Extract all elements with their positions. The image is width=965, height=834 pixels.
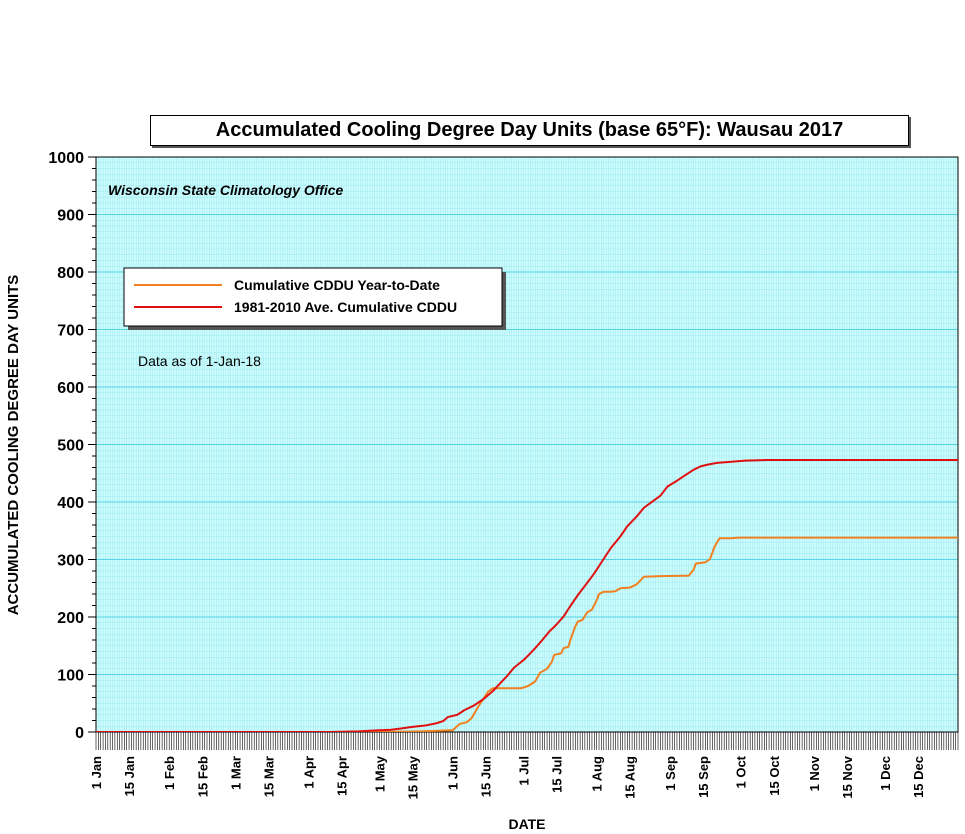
x-tick-label: 1 Dec xyxy=(878,756,893,791)
y-tick-label: 300 xyxy=(57,553,84,570)
x-tick-label: 15 Aug xyxy=(623,756,638,799)
x-tick-label: 15 Oct xyxy=(767,755,782,795)
legend-box xyxy=(123,267,503,327)
x-tick-label: 1 Mar xyxy=(228,756,243,790)
x-tick-label: 15 Mar xyxy=(261,756,276,797)
y-tick-label: 1000 xyxy=(48,150,84,167)
grid xyxy=(96,157,958,732)
y-tick-label: 400 xyxy=(57,495,84,512)
x-tick-label: 1 Jul xyxy=(516,756,531,786)
y-tick-label: 500 xyxy=(57,438,84,455)
x-tick-label: 1 Jun xyxy=(446,756,461,790)
x-tick-label: 1 Aug xyxy=(590,756,605,792)
x-tick-label: 15 Nov xyxy=(840,755,855,798)
y-tick-label: 200 xyxy=(57,610,84,627)
y-tick-label: 800 xyxy=(57,265,84,282)
y-tick-labels: 0 100 200 300 400 500 600 700 800 900 1000 xyxy=(48,150,84,742)
series xyxy=(96,459,958,732)
x-tick-label: 15 Apr xyxy=(335,756,350,796)
x-tick-label: 15 Sep xyxy=(696,756,711,798)
x-tick-label: 1 Nov xyxy=(807,755,822,791)
x-tick-label: 15 Jun xyxy=(479,756,494,797)
legend-label-average: 1981-2010 Ave. Cumulative CDDU xyxy=(234,299,457,315)
x-tick-label: 1 May xyxy=(372,755,387,792)
y-tick-label: 0 xyxy=(75,725,84,742)
data-date-annotation: Data as of 1-Jan-18 xyxy=(138,353,261,369)
chart-title: Accumulated Cooling Degree Day Units (ba… xyxy=(150,115,909,146)
series-line-average xyxy=(96,459,958,732)
x-tick-label: 1 Apr xyxy=(302,756,317,789)
x-tick-label: 15 Jan xyxy=(122,756,137,797)
y-tick-label: 100 xyxy=(57,668,84,685)
x-tick-label: 15 Dec xyxy=(911,756,926,798)
y-tick-label: 900 xyxy=(57,208,84,225)
x-axis-title: DATE xyxy=(508,816,545,832)
x-tick-label: 1 Feb xyxy=(162,756,177,790)
subtitle: Wisconsin State Climatology Office xyxy=(108,182,344,198)
legend: Cumulative CDDU Year-to-Date 1981-2010 A… xyxy=(123,267,506,330)
y-tick-label: 700 xyxy=(57,323,84,340)
x-tick-label: 1 Sep xyxy=(663,756,678,791)
x-tick-label: 15 Feb xyxy=(195,756,210,797)
y-tick-label: 600 xyxy=(57,380,84,397)
x-tick-label: 15 May xyxy=(405,755,420,799)
x-tick-label: 15 Jul xyxy=(550,756,565,793)
legend-label-year-to-date: Cumulative CDDU Year-to-Date xyxy=(234,277,440,293)
x-tick-labels: 1 Jan 15 Jan 1 Feb 15 Feb 1 Mar 15 Mar 1 Apr 15… xyxy=(89,755,926,799)
ticks xyxy=(88,156,959,750)
y-axis-title: ACCUMULATED COOLING DEGREE DAY UNITS xyxy=(5,275,22,616)
series-line-year-to-date xyxy=(96,536,958,732)
x-tick-label: 1 Jan xyxy=(89,756,104,789)
x-tick-label: 1 Oct xyxy=(734,755,749,788)
